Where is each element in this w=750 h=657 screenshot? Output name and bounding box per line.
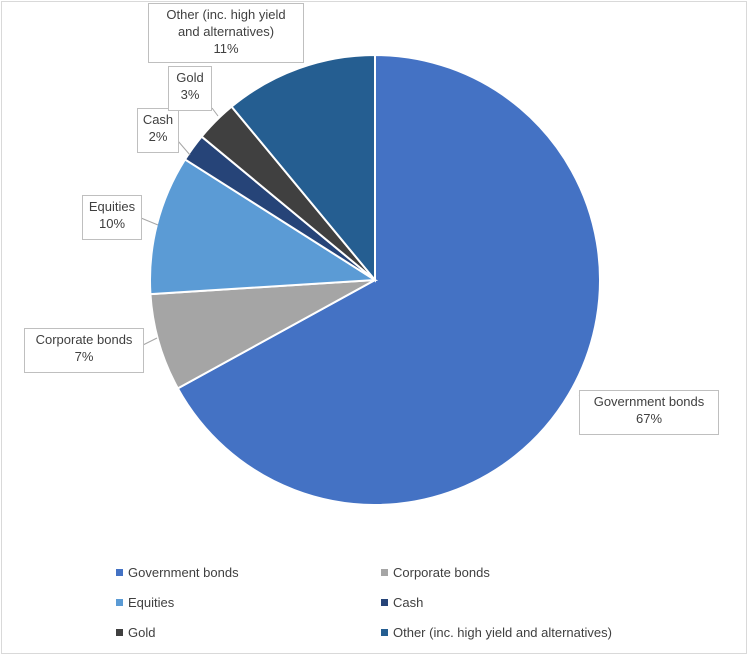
data-label-text: Gold — [176, 70, 204, 85]
data-label-other: Other (inc. high yield and alternatives)… — [148, 3, 304, 63]
data-label-text: Corporate bonds — [35, 332, 133, 347]
legend-label: Gold — [128, 625, 156, 640]
leader-line-corporate — [142, 337, 158, 346]
data-label-text: Equities — [88, 199, 136, 214]
data-label-government-bonds: Government bonds 67% — [579, 390, 719, 435]
pie-slice-government-bonds — [176, 53, 601, 506]
legend-item-other: Other (inc. high yield and alternatives) — [381, 625, 612, 640]
legend-item-corporate-bonds: Corporate bonds — [381, 565, 490, 580]
legend-swatch — [116, 569, 123, 576]
pie-slices — [149, 53, 601, 506]
legend-label: Other (inc. high yield and alternatives) — [393, 625, 612, 640]
legend-label: Government bonds — [128, 565, 239, 580]
data-label-value: 10% — [98, 216, 126, 231]
legend-item-equities: Equities — [116, 595, 174, 610]
data-label-gold: Gold 3% — [168, 66, 212, 111]
legend-item-cash: Cash — [381, 595, 423, 610]
data-label-value: 11% — [213, 41, 239, 56]
data-label-equities: Equities 10% — [82, 195, 142, 240]
data-label-cash: Cash 2% — [137, 108, 179, 153]
legend-swatch — [381, 599, 388, 606]
pie-slice-equities — [149, 158, 379, 296]
data-label-corporate-bonds: Corporate bonds 7% — [24, 328, 144, 373]
pie-slice-other-inc-high-yield-and-alternatives — [230, 53, 376, 283]
leader-line-cash — [177, 140, 191, 156]
legend-swatch — [116, 629, 123, 636]
legend-label: Corporate bonds — [393, 565, 490, 580]
leader-line-equities — [140, 217, 159, 226]
data-label-text: Cash — [142, 112, 174, 127]
legend-item-gold: Gold — [116, 625, 155, 640]
legend-swatch — [381, 569, 388, 576]
data-label-value: 2% — [148, 129, 168, 144]
data-label-text: Government bonds — [593, 394, 705, 409]
data-label-text: and alternatives) — [177, 24, 275, 39]
data-label-value: 7% — [74, 349, 94, 364]
legend-label: Cash — [393, 595, 424, 610]
legend-item-government-bonds: Government bonds — [116, 565, 239, 580]
legend-label: Equities — [128, 595, 175, 610]
data-label-value: 3% — [180, 87, 200, 102]
data-label-text: Other (inc. high yield — [166, 7, 286, 22]
legend-swatch — [116, 599, 123, 606]
data-label-value: 67% — [635, 411, 663, 426]
legend-swatch — [381, 629, 388, 636]
leader-line-gold — [211, 107, 219, 117]
